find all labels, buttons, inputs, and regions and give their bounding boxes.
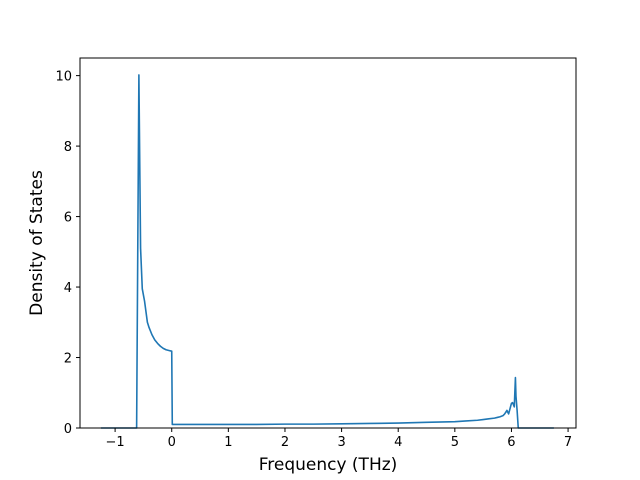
series-line-0: [100, 74, 554, 429]
x-axis-title: Frequency (THz): [259, 455, 398, 475]
y-tick-label: 8: [64, 140, 72, 155]
x-tick-label: −1: [106, 435, 125, 450]
y-tick-label: 0: [64, 422, 72, 437]
y-axis: 0 2 4 6 8 10: [55, 70, 80, 437]
plot-area: [100, 74, 554, 429]
x-tick-label: 6: [507, 435, 515, 450]
x-tick-label: 2: [281, 435, 289, 450]
x-tick-label: 4: [394, 435, 402, 450]
x-tick-label: 1: [224, 435, 232, 450]
axes-frame: [79, 57, 577, 429]
y-tick-label: 2: [64, 352, 72, 367]
y-axis-title: Density of States: [27, 170, 47, 316]
y-tick-label: 10: [55, 70, 72, 85]
y-tick-label: 6: [64, 211, 72, 226]
x-tick-label: 5: [451, 435, 459, 450]
x-tick-label: 3: [337, 435, 345, 450]
x-tick-label: 0: [168, 435, 176, 450]
x-tick-label: 7: [564, 435, 572, 450]
y-tick-label: 4: [64, 281, 72, 296]
x-axis: −1 0 1 2 3 4 5 6 7: [106, 428, 572, 450]
